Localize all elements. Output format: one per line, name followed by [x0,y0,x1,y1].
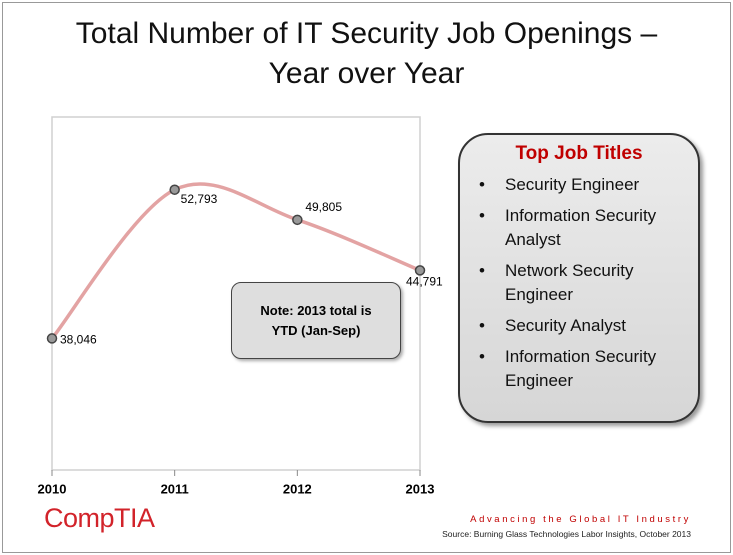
x-tick-label: 2013 [406,481,435,496]
job-title: Information Security Engineer [460,345,700,393]
data-label: 52,793 [181,192,218,206]
job-title: Security Analyst [460,314,700,338]
job-list: Security Engineer Information Security An… [460,173,698,393]
x-tick-label: 2010 [38,481,67,496]
x-tick-label: 2011 [161,481,189,496]
point [169,184,180,195]
annotation: Note: 2013 total is YTD (Jan-Sep) [231,282,401,359]
tagline: Advancing the Global IT Industry [470,514,691,525]
job-title: Information Security Analyst [460,204,700,252]
job-title: Network Security Engineer [460,259,700,307]
point [292,214,303,226]
logo: CompTIA [44,503,155,533]
point [414,265,426,276]
job-title: Security Engineer [460,173,700,197]
line [50,182,421,340]
source: Source: Burning Glass Technologies Labor… [442,529,691,539]
point [46,333,58,344]
data-label: 49,805 [305,200,342,214]
plot-frame [51,116,421,471]
job-titles-box: Top Job Titles Security Engineer Informat… [458,133,700,423]
sidebar-title: Top Job Titles [515,143,643,164]
x-tick-label: 2012 [283,481,312,496]
chart-title: Total Number of IT Security Job Openings… [75,17,658,90]
data-label: 44,791 [406,275,443,289]
data-label: 38,046 [60,333,97,347]
